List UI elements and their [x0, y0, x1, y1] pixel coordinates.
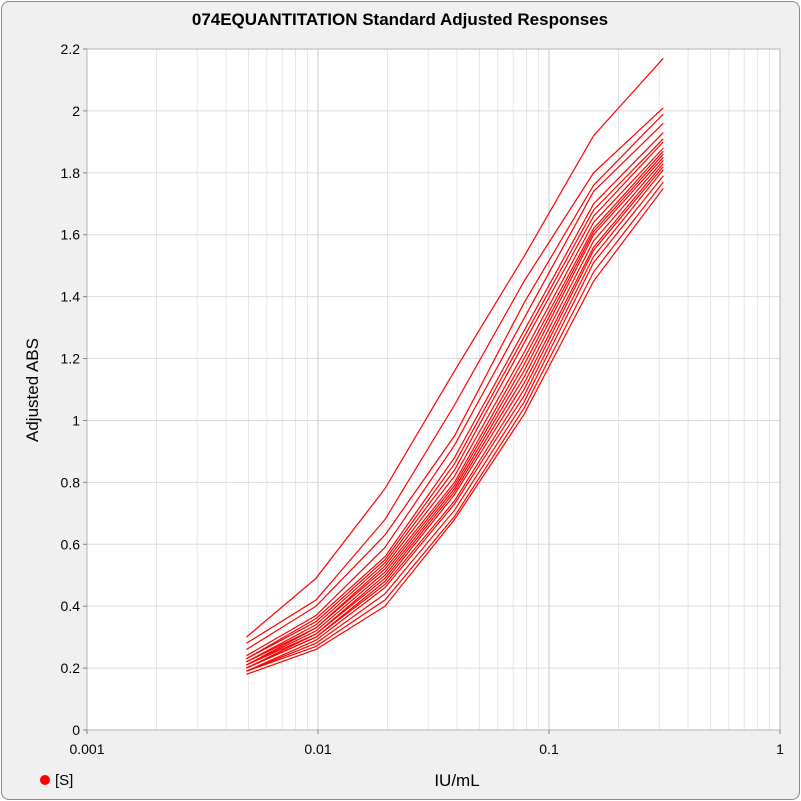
series-line-4: [246, 122, 664, 657]
plot-border: [86, 48, 781, 731]
chart-title: 074EQUANTITATION Standard Adjusted Respo…: [192, 10, 608, 29]
series-line-5: [246, 132, 664, 660]
y-tick-label: 0.2: [61, 660, 81, 676]
x-tick-label: 0.01: [304, 741, 331, 757]
y-tick-label: 2: [72, 103, 80, 119]
y-tick-label: 0.6: [61, 536, 81, 552]
y-axis-label: Adjusted ABS: [23, 338, 42, 442]
series-line-18: [246, 187, 664, 675]
y-tick-label: 1.4: [61, 289, 81, 305]
series-line-14: [246, 166, 664, 669]
x-tick-label: 1: [776, 741, 784, 757]
series-line-12: [246, 160, 664, 669]
y-tick-label: 2.2: [61, 41, 81, 57]
y-tick-label: 0: [72, 722, 80, 738]
y-tick-label: 1.6: [61, 227, 81, 243]
series-line-2: [246, 107, 664, 644]
series-line-3: [246, 113, 664, 651]
series-line-1: [246, 57, 664, 638]
series-line-6: [246, 138, 664, 660]
x-tick-label: 0.001: [69, 741, 104, 757]
x-axis-label: IU/mL: [434, 771, 479, 790]
legend: [S]: [40, 772, 73, 789]
y-tick-label: 1.2: [61, 351, 81, 367]
y-tick-label: 1: [72, 412, 80, 428]
x-tick-labels: 0.001 0.01 0.1 1: [69, 730, 784, 757]
plot-area: [87, 49, 780, 730]
legend-label: [S]: [55, 772, 73, 789]
series-line-9: [246, 150, 664, 666]
series-layer: [246, 57, 664, 675]
y-tick-labels: 0 0.2 0.4 0.6 0.8 1 1.2 1.4 1.6 1.8 2 2.2: [61, 41, 87, 738]
series-line-10: [246, 153, 664, 666]
y-tick-label: 0.4: [61, 598, 81, 614]
y-tick-label: 0.8: [61, 474, 81, 490]
series-line-15: [246, 169, 664, 672]
legend-marker: [40, 775, 50, 785]
y-tick-label: 1.8: [61, 165, 81, 181]
x-tick-label: 0.1: [539, 741, 559, 757]
series-line-17: [246, 181, 664, 672]
series-line-16: [246, 175, 664, 672]
series-line-7: [246, 141, 664, 663]
